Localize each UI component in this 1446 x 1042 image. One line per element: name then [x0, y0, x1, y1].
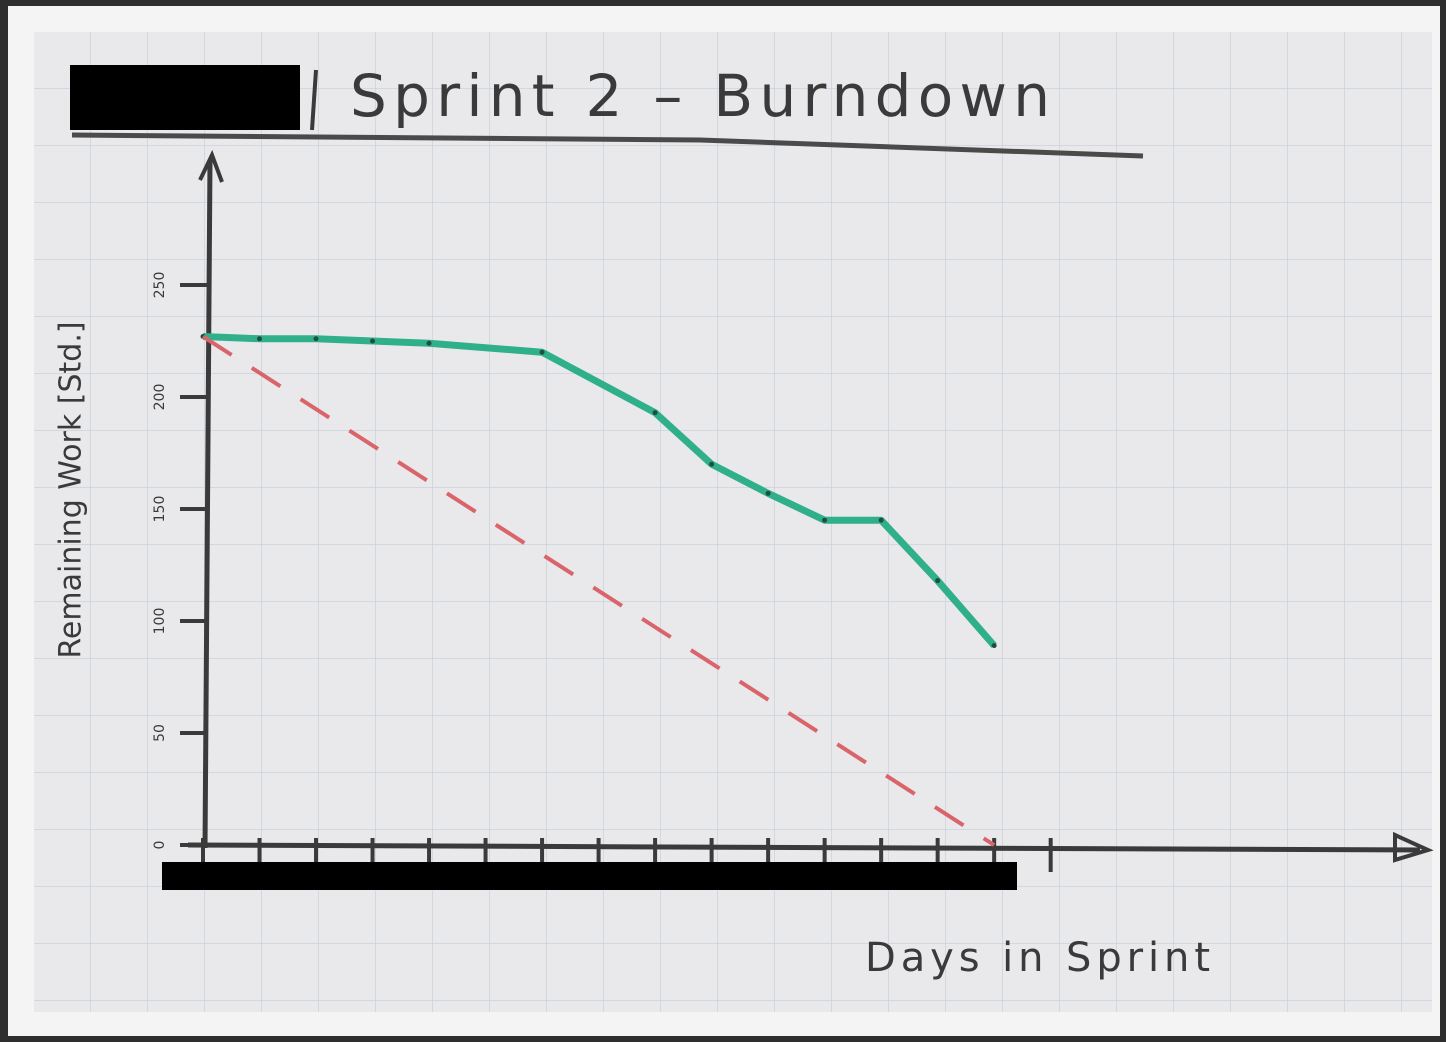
page: Sprint 2 – Burndown Remaining Work [Std.…: [0, 0, 1446, 1042]
point: [427, 341, 432, 346]
y-tick-label: 0: [152, 841, 168, 850]
point: [709, 462, 714, 467]
y-axis-label: Remaining Work [Std.]: [54, 321, 89, 658]
point: [370, 339, 375, 344]
redaction: [162, 862, 1017, 890]
y-tick-label: 250: [152, 272, 168, 299]
chart-title: Sprint 2 – Burndown: [350, 62, 1050, 130]
redaction: [70, 65, 300, 130]
chart: Sprint 2 – Burndown Remaining Work [Std.…: [0, 0, 1446, 1042]
point: [992, 643, 997, 648]
point: [314, 336, 319, 341]
point: [879, 518, 884, 523]
point: [766, 491, 771, 496]
y-tick-label: 200: [152, 384, 168, 411]
point: [257, 336, 262, 341]
y-tick-label: 100: [152, 608, 168, 635]
point: [653, 410, 658, 415]
point: [540, 350, 545, 355]
point: [822, 518, 827, 523]
x-axis-label: Days in Sprint: [865, 935, 1210, 981]
y-tick-label: 50: [152, 724, 168, 742]
y-tick-label: 150: [152, 496, 168, 523]
point: [935, 578, 940, 583]
